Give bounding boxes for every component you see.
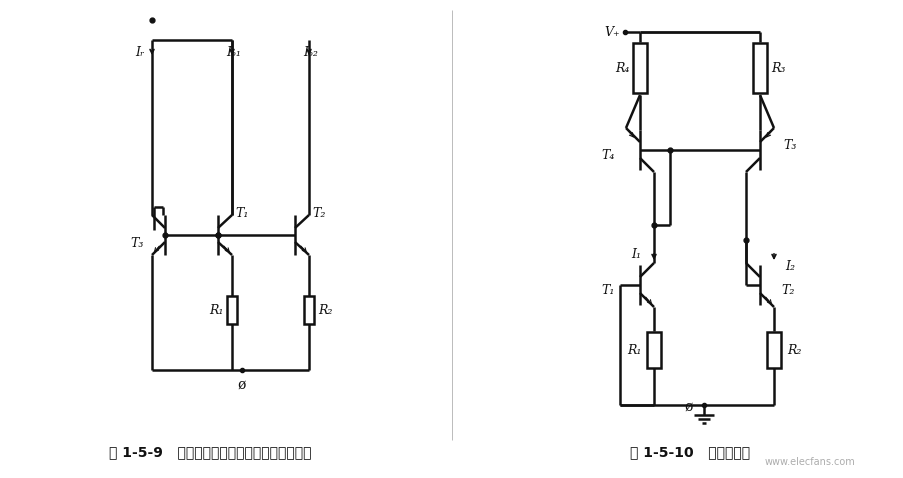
Text: 图 1-5-9   电阻比值决定偏置电流比值的电流源: 图 1-5-9 电阻比值决定偏置电流比值的电流源 bbox=[108, 445, 311, 459]
Text: T₂: T₂ bbox=[780, 283, 794, 296]
Text: R₂: R₂ bbox=[318, 304, 331, 316]
Text: R₃: R₃ bbox=[770, 62, 785, 75]
Text: T₃: T₃ bbox=[130, 237, 144, 250]
Bar bbox=[632, 43, 647, 93]
Bar bbox=[766, 332, 780, 368]
Text: R₁: R₁ bbox=[626, 344, 640, 357]
Bar bbox=[647, 332, 660, 368]
Text: R₁: R₁ bbox=[209, 304, 223, 316]
Text: ø: ø bbox=[237, 378, 246, 392]
Text: T₃: T₃ bbox=[782, 139, 796, 152]
Bar bbox=[227, 296, 237, 324]
Text: T₂: T₂ bbox=[312, 206, 325, 219]
Text: www.elecfans.com: www.elecfans.com bbox=[764, 457, 854, 467]
Text: T₄: T₄ bbox=[600, 149, 614, 162]
Text: I₁: I₁ bbox=[630, 249, 640, 261]
Text: I₂: I₂ bbox=[784, 261, 794, 273]
Text: Iᵣ: Iᵣ bbox=[135, 45, 144, 58]
Bar bbox=[303, 296, 313, 324]
Text: T₁: T₁ bbox=[235, 206, 248, 219]
Text: Iₒ₂: Iₒ₂ bbox=[303, 45, 318, 58]
Text: 图 1-5-10   超级镜流源: 图 1-5-10 超级镜流源 bbox=[629, 445, 749, 459]
Text: Iₒ₁: Iₒ₁ bbox=[227, 45, 241, 58]
Text: R₂: R₂ bbox=[786, 344, 800, 357]
Text: ø: ø bbox=[684, 400, 693, 414]
Bar bbox=[752, 43, 766, 93]
Text: R₄: R₄ bbox=[614, 62, 628, 75]
Text: V₊: V₊ bbox=[603, 25, 619, 39]
Text: T₁: T₁ bbox=[600, 283, 614, 296]
